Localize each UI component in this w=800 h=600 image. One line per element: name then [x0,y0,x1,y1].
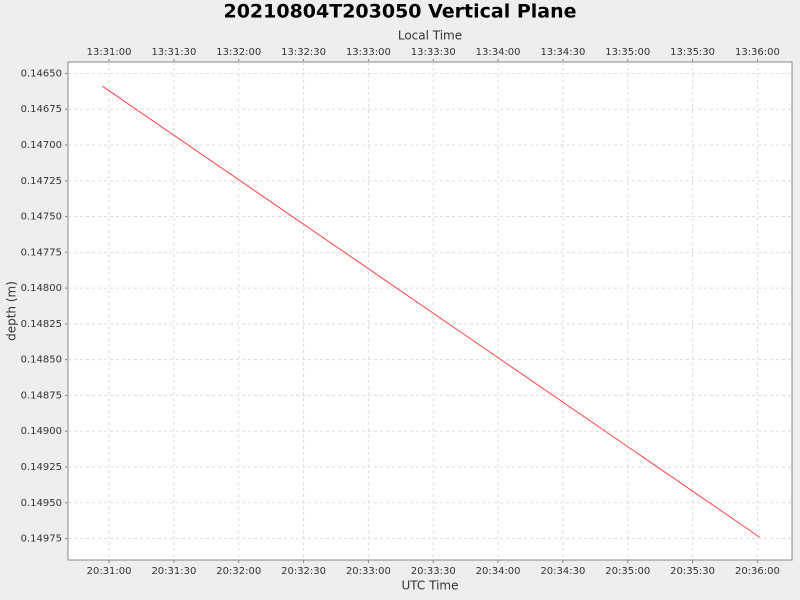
x2-tick-label: 13:33:00 [346,47,391,58]
x-tick-label: 20:33:00 [346,566,391,577]
x2-tick-label: 13:32:30 [281,47,326,58]
x-tick-label: 20:35:00 [605,566,650,577]
chart-title: 20210804T203050 Vertical Plane [223,1,576,23]
x-tick-label: 20:32:00 [216,566,261,577]
y-tick-label: 0.14875 [21,390,62,401]
x2-axis-label: Local Time [398,29,462,43]
y-tick-label: 0.14750 [21,212,62,223]
x-tick-label: 20:31:00 [87,566,132,577]
y-tick-label: 0.14675 [21,104,62,115]
y-axis-label: depth (m) [5,281,19,341]
y-tick-label: 0.14950 [21,498,62,509]
x-tick-label: 20:32:30 [281,566,326,577]
x2-tick-label: 13:34:00 [476,47,521,58]
y-tick-label: 0.14725 [21,176,62,187]
x-tick-label: 20:36:00 [735,566,780,577]
x2-tick-label: 13:31:30 [151,47,196,58]
x2-tick-label: 13:31:00 [87,47,132,58]
x2-tick-label: 13:34:30 [540,47,585,58]
x2-tick-label: 13:35:30 [670,47,715,58]
x-tick-label: 20:34:00 [476,566,521,577]
x-tick-label: 20:35:30 [670,566,715,577]
y-tick-label: 0.14825 [21,319,62,330]
y-tick-label: 0.14650 [21,68,62,79]
y-tick-label: 0.14900 [21,426,62,437]
y-tick-label: 0.14975 [21,534,62,545]
x-tick-label: 20:33:30 [411,566,456,577]
x2-tick-label: 13:33:30 [411,47,456,58]
y-tick-label: 0.14775 [21,247,62,258]
y-tick-label: 0.14850 [21,355,62,366]
y-tick-label: 0.14925 [21,462,62,473]
line-series [102,85,760,538]
x-tick-label: 20:31:30 [151,566,196,577]
x-axis-label: UTC Time [402,579,459,593]
x2-tick-label: 13:36:00 [735,47,780,58]
x2-tick-label: 13:32:00 [216,47,261,58]
y-tick-label: 0.14800 [21,283,62,294]
x2-tick-label: 13:35:00 [605,47,650,58]
x-tick-label: 20:34:30 [540,566,585,577]
y-tick-label: 0.14700 [21,140,62,151]
